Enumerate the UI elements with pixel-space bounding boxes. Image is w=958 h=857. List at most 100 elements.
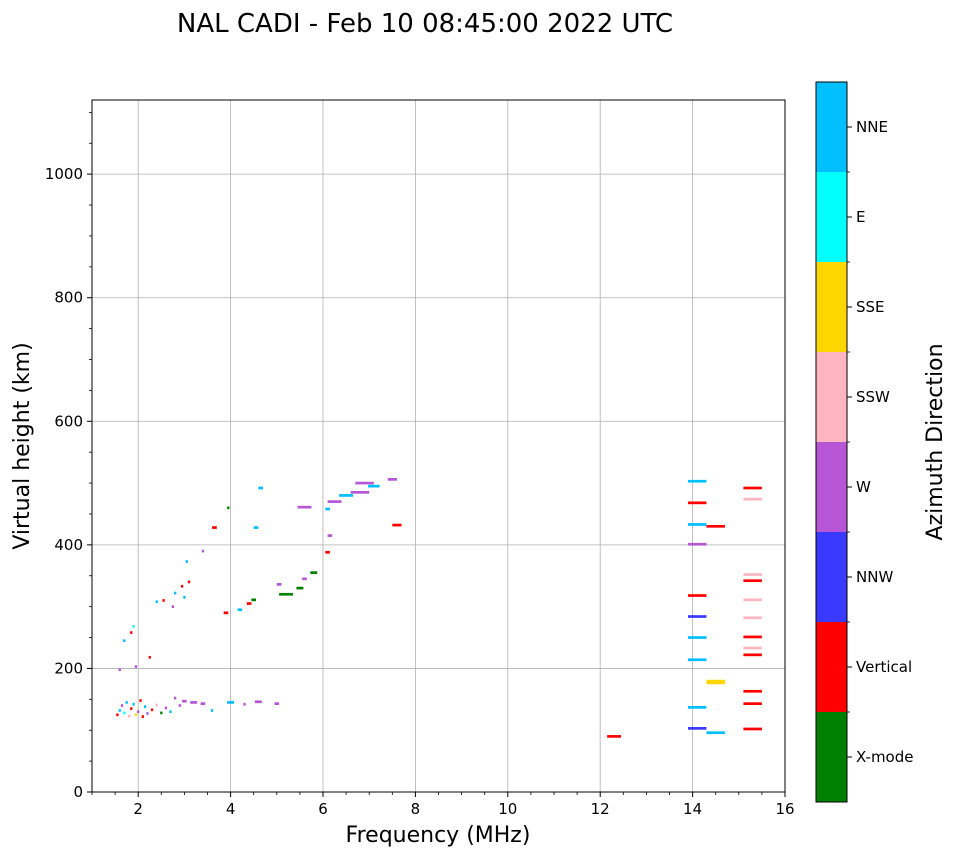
echo-mark	[743, 616, 762, 620]
echo-mark	[132, 702, 135, 706]
colorbar-segment	[816, 622, 847, 712]
echo-mark	[169, 710, 172, 714]
echo-mark	[150, 708, 154, 712]
echo-mark	[137, 710, 140, 714]
echo-mark	[687, 615, 707, 618]
echo-mark	[687, 542, 707, 546]
echo-mark	[178, 704, 181, 707]
echo-mark	[155, 703, 158, 707]
x-tick-label: 6	[318, 800, 328, 818]
colorbar-segment	[816, 712, 847, 802]
echo-mark	[706, 731, 725, 735]
echo-mark	[310, 571, 318, 575]
colorbar-segment	[816, 352, 847, 442]
echo-mark	[706, 679, 725, 685]
echo-mark	[687, 501, 707, 505]
colorbar-tick-label: NNE	[856, 118, 888, 136]
echo-mark	[251, 598, 257, 602]
colorbar-tick-label: Vertical	[856, 658, 912, 676]
colorbar-tick-label: NNW	[856, 568, 893, 586]
colorbar-tick-label: E	[856, 208, 865, 226]
echo-mark	[279, 592, 293, 596]
echo-mark	[210, 709, 214, 712]
x-axis: 2 4 6 8 10 12 14 16	[91, 792, 795, 818]
x-tick-label: 10	[498, 800, 517, 818]
echo-mark	[350, 490, 370, 494]
echo-mark	[253, 526, 259, 529]
echo-mark	[227, 506, 230, 510]
x-tick-label: 14	[683, 800, 702, 818]
colorbar-segment	[816, 82, 847, 172]
echo-mark	[687, 479, 707, 483]
echo-mark	[190, 701, 198, 704]
echo-mark	[139, 699, 142, 702]
echo-mark	[180, 584, 184, 588]
echo-mark	[160, 711, 163, 715]
grid-lines	[92, 100, 786, 793]
echo-mark	[125, 701, 128, 704]
echo-mark	[297, 505, 312, 509]
y-tick-label: 800	[54, 289, 83, 307]
echo-mark	[212, 526, 217, 529]
colorbar-tick-label: SSE	[856, 298, 885, 316]
echo-mark	[687, 706, 707, 709]
echo-mark	[743, 486, 762, 490]
echo-mark	[368, 484, 380, 488]
echo-mark	[687, 523, 707, 526]
x-tick-label: 16	[775, 800, 794, 818]
echo-mark	[123, 639, 126, 642]
echo-mark	[155, 600, 158, 604]
echo-mark	[182, 699, 187, 703]
echo-mark	[116, 713, 119, 717]
echo-mark	[743, 635, 762, 639]
echo-mark	[706, 524, 725, 528]
echo-mark	[243, 702, 246, 706]
echo-mark	[134, 665, 138, 668]
echo-mark	[183, 596, 186, 599]
echo-mark	[185, 560, 188, 563]
echo-mark	[325, 507, 330, 511]
chart-title: NAL CADI - Feb 10 08:45:00 2022 UTC	[177, 9, 673, 39]
plot-frame	[91, 99, 786, 793]
colorbar-tick-label: X-mode	[856, 748, 913, 766]
x-tick-label: 4	[226, 800, 236, 818]
echo-mark	[687, 658, 707, 662]
echo-mark	[687, 636, 707, 639]
echo-mark	[174, 696, 177, 700]
y-tick-label: 1000	[45, 165, 83, 183]
echo-mark	[258, 486, 263, 490]
colorbar-tick-label: W	[856, 478, 871, 496]
x-tick-label: 8	[411, 800, 421, 818]
y-axis-label: Virtual height (km)	[10, 342, 35, 549]
y-tick-label: 600	[54, 412, 83, 430]
echo-mark	[339, 494, 354, 497]
echo-mark	[743, 579, 762, 583]
echo-mark	[327, 534, 333, 537]
echo-mark	[174, 591, 177, 595]
echo-mark	[246, 602, 252, 605]
echo-mark	[132, 625, 135, 628]
echo-mark	[325, 550, 330, 554]
echo-mark	[171, 605, 175, 608]
echo-mark	[743, 598, 762, 602]
echo-mark	[143, 705, 147, 709]
echo-mark	[130, 707, 133, 710]
x-axis-label: Frequency (MHz)	[346, 823, 531, 848]
colorbar-segment	[816, 532, 847, 622]
echo-mark	[118, 668, 121, 672]
echo-mark	[227, 701, 235, 704]
echo-mark	[302, 577, 307, 581]
echo-mark	[237, 608, 243, 612]
echo-mark	[296, 586, 304, 590]
y-axis: 0 200 400 600 800 1000	[45, 111, 92, 801]
echo-mark	[200, 702, 206, 705]
colorbar-segment	[816, 172, 847, 262]
y-tick-label: 200	[54, 659, 83, 677]
echo-mark	[146, 712, 149, 715]
echo-mark	[162, 599, 165, 602]
echo-mark	[141, 715, 144, 718]
echo-mark	[355, 481, 374, 485]
y-tick-label: 400	[54, 536, 83, 554]
echo-mark	[130, 631, 133, 634]
